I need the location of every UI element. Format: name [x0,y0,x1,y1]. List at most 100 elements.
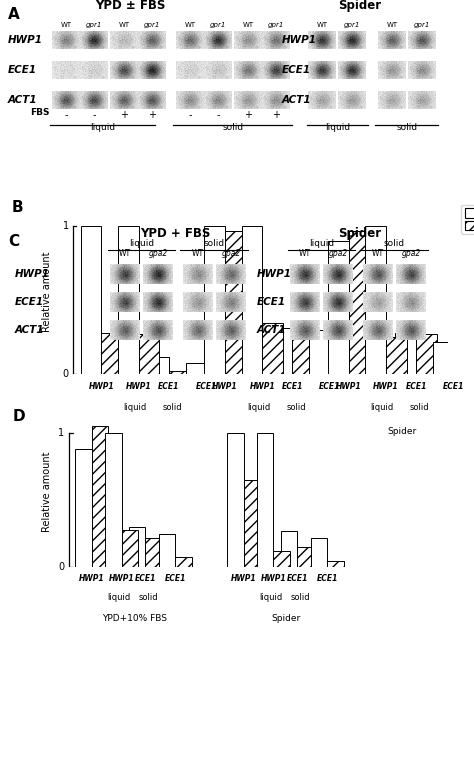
Text: ACT1: ACT1 [257,324,287,334]
Text: liquid: liquid [326,123,351,132]
Text: HWP1: HWP1 [212,382,238,391]
Text: liquid: liquid [129,239,155,248]
Text: solid: solid [286,403,306,412]
Bar [327,560,344,567]
Text: HWP1: HWP1 [261,574,286,583]
Text: HWP1: HWP1 [8,35,43,45]
Text: HWP1: HWP1 [374,382,399,391]
Text: gpa2: gpa2 [401,249,420,258]
Text: +: + [148,110,156,120]
Text: ECE1: ECE1 [443,382,464,391]
Bar [129,527,146,567]
Text: WT: WT [317,22,328,28]
Text: ECE1: ECE1 [196,382,217,391]
Text: 1: 1 [63,222,69,232]
Text: D: D [12,409,25,425]
Text: solid: solid [383,239,405,248]
Text: -: - [64,110,68,120]
Bar [242,226,263,374]
Text: YPD: YPD [146,427,164,435]
Bar [386,337,407,374]
Text: solid: solid [396,123,418,132]
Bar [365,226,386,374]
Text: liquid: liquid [91,123,116,132]
Text: -: - [188,110,192,120]
Text: liquid: liquid [310,239,335,248]
Bar [159,533,175,567]
Bar [101,333,122,374]
Text: YPD+10% FBS: YPD+10% FBS [102,615,167,623]
Text: WT: WT [386,22,398,28]
Bar [416,334,437,374]
Text: +: + [244,110,252,120]
Bar [297,547,314,567]
Text: ECE1: ECE1 [8,65,37,75]
Text: HWP1: HWP1 [15,269,50,279]
Text: HWP1: HWP1 [336,382,362,391]
Bar [81,226,101,374]
Text: gpa2: gpa2 [328,249,347,258]
Text: ECE1: ECE1 [405,382,427,391]
Text: -: - [216,110,220,120]
Text: liquid: liquid [259,593,282,601]
Text: C: C [8,234,19,249]
Bar [169,371,190,374]
Bar [186,363,206,374]
Bar [328,241,349,374]
Bar [206,370,227,374]
Text: ECE1: ECE1 [135,574,156,583]
Text: liquid: liquid [123,403,146,412]
Bar [454,364,474,374]
Bar [273,551,290,567]
Text: gpr1: gpr1 [344,22,360,28]
Text: liquid: liquid [371,403,394,412]
Text: Spider: Spider [272,615,301,623]
Text: ECE1: ECE1 [164,574,186,583]
Legend: WT, gpr1: WT, gpr1 [461,205,474,234]
Text: FBS: FBS [30,108,49,117]
Text: ECE1: ECE1 [287,574,308,583]
Text: ECE1: ECE1 [257,296,286,306]
Text: A: A [8,7,20,22]
Text: HWP1: HWP1 [79,574,105,583]
Text: ECE1: ECE1 [282,65,311,75]
Text: 0: 0 [63,370,69,379]
Text: WT: WT [299,249,311,258]
Text: WT: WT [184,22,196,28]
Bar [228,433,244,567]
Text: YPD ± FBS: YPD ± FBS [95,0,165,12]
Bar [349,231,369,374]
Text: solid: solid [291,593,310,601]
Bar [204,226,225,374]
Bar [257,433,273,567]
Bar [148,357,169,374]
Text: gpr1: gpr1 [86,22,102,28]
Y-axis label: Relative amount: Relative amount [42,251,52,332]
Bar [244,480,260,567]
Text: WT: WT [242,22,254,28]
Bar [292,334,313,374]
Text: WT: WT [372,249,384,258]
Bar [225,231,246,374]
Bar [310,330,330,374]
Bar [311,538,327,567]
Text: gpa2: gpa2 [148,249,168,258]
Text: ECE1: ECE1 [282,382,303,391]
Text: Spider: Spider [338,0,382,12]
Text: solid: solid [163,403,182,412]
Bar [281,531,297,567]
Text: HWP1: HWP1 [282,35,317,45]
Text: ACT1: ACT1 [282,95,311,105]
Text: WT: WT [61,22,72,28]
Text: WT: WT [118,22,129,28]
Text: 1: 1 [58,428,64,438]
Text: gpr1: gpr1 [144,22,160,28]
Bar [175,557,191,567]
Text: gpr1: gpr1 [414,22,430,28]
Text: -: - [92,110,96,120]
Bar [92,426,108,567]
Text: +: + [120,110,128,120]
Text: YPD+10% FBS: YPD+10% FBS [246,427,311,435]
Text: Spider: Spider [387,427,417,435]
Text: solid: solid [138,593,158,601]
